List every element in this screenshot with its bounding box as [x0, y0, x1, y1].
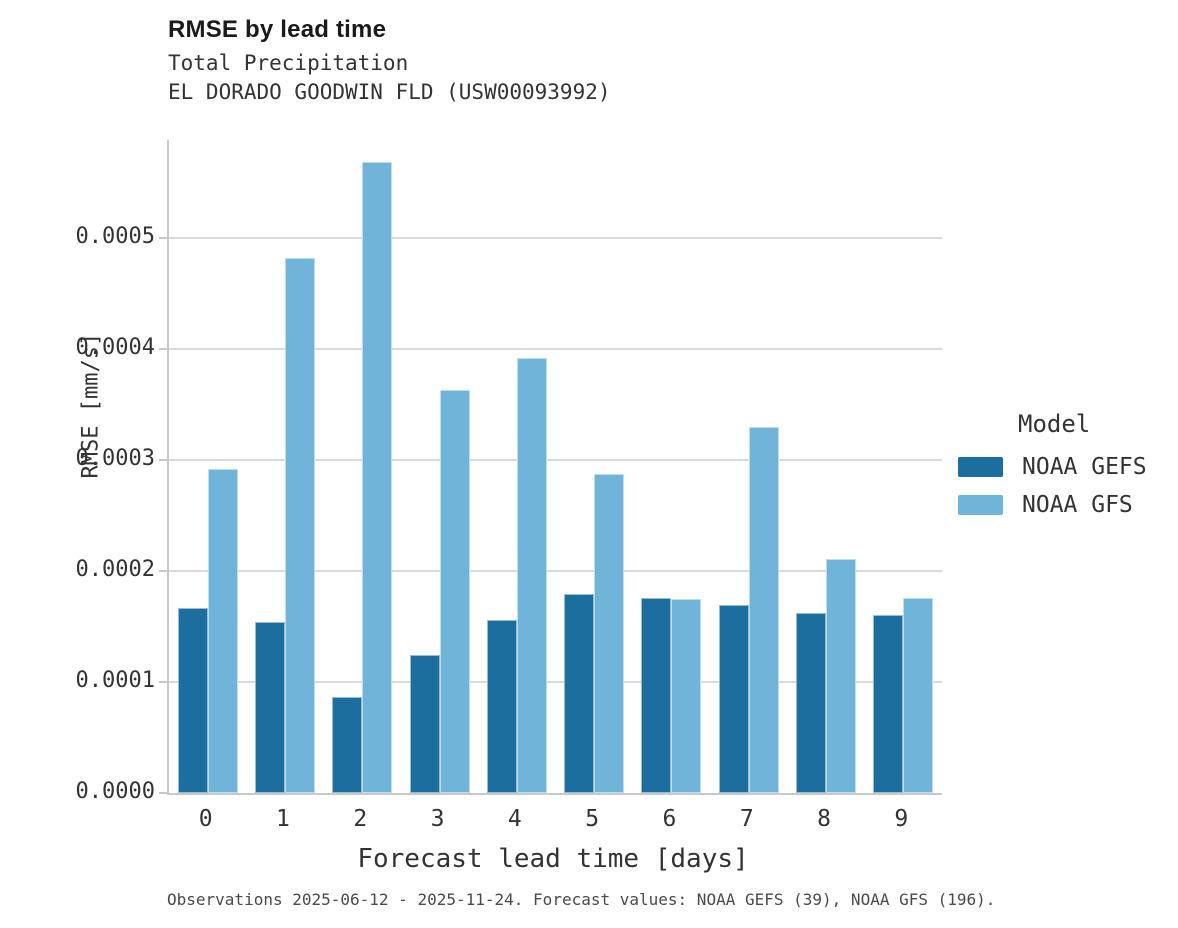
y-tick-mark — [159, 347, 169, 350]
legend-entry: NOAA GFS — [958, 490, 1147, 520]
bar-noaa-gefs — [873, 615, 903, 793]
bar-noaa-gefs — [641, 598, 671, 793]
chart-subtitle-station: EL DORADO GOODWIN FLD (USW00093992) — [168, 80, 611, 104]
gridline — [169, 569, 942, 572]
chart-subtitle-variable: Total Precipitation — [168, 51, 409, 75]
bar-noaa-gfs — [903, 598, 933, 793]
bar-noaa-gefs — [564, 594, 594, 793]
x-tick-label: 3 — [430, 806, 445, 832]
bar-noaa-gfs — [440, 390, 470, 793]
y-tick-mark — [159, 458, 169, 461]
legend-swatch — [958, 457, 1003, 477]
y-tick-label: 0.0004 — [75, 334, 155, 360]
x-tick-label: 7 — [739, 806, 754, 832]
bar-noaa-gefs — [487, 620, 517, 793]
bar-noaa-gfs — [749, 427, 779, 793]
bar-noaa-gefs — [255, 622, 285, 793]
plot-area — [159, 140, 942, 795]
bar-noaa-gefs — [796, 613, 826, 793]
x-tick-label: 6 — [662, 806, 677, 832]
x-tick-label: 9 — [894, 806, 909, 832]
bar-noaa-gfs — [362, 162, 392, 793]
y-tick-label: 0.0003 — [75, 445, 155, 471]
y-tick-mark — [159, 236, 169, 239]
y-tick-mark — [159, 569, 169, 572]
legend-entries: NOAA GEFS NOAA GFS — [958, 452, 1147, 520]
bar-noaa-gefs — [332, 697, 362, 793]
legend-label: NOAA GFS — [1022, 492, 1133, 518]
y-tick-mark — [159, 792, 169, 794]
x-tick-label: 4 — [507, 806, 522, 832]
bar-noaa-gfs — [285, 258, 315, 793]
chart-title: RMSE by lead time — [168, 16, 387, 43]
bar-noaa-gfs — [671, 599, 701, 793]
y-tick-label: 0.0001 — [75, 667, 155, 693]
gridline — [169, 680, 942, 683]
gridline — [169, 458, 942, 461]
x-tick-label: 0 — [198, 806, 213, 832]
legend-title: Model — [1018, 410, 1091, 438]
bar-noaa-gefs — [178, 608, 208, 793]
bar-noaa-gfs — [208, 469, 238, 793]
footer-note: Observations 2025-06-12 - 2025-11-24. Fo… — [167, 890, 996, 909]
x-tick-label: 5 — [585, 806, 600, 832]
y-tick-mark — [159, 680, 169, 683]
x-tick-label: 2 — [353, 806, 368, 832]
x-tick-label: 1 — [276, 806, 290, 832]
gridline — [169, 236, 942, 239]
legend-swatch — [958, 495, 1003, 515]
legend-label: NOAA GEFS — [1022, 454, 1147, 480]
y-tick-label: 0.0005 — [75, 223, 155, 249]
bar-noaa-gfs — [594, 474, 624, 793]
y-tick-label: 0.0002 — [75, 556, 155, 582]
y-tick-label: 0.0000 — [75, 779, 155, 804]
bar-noaa-gefs — [719, 605, 749, 793]
bar-noaa-gfs — [517, 358, 547, 793]
bar-noaa-gfs — [826, 559, 856, 793]
gridline — [169, 347, 942, 350]
x-axis-label: Forecast lead time [days] — [357, 844, 749, 874]
legend-entry: NOAA GEFS — [958, 452, 1147, 482]
x-tick-label: 8 — [817, 806, 831, 832]
bar-noaa-gefs — [410, 655, 440, 793]
legend: Model NOAA GEFS NOAA GFS — [958, 410, 1147, 528]
